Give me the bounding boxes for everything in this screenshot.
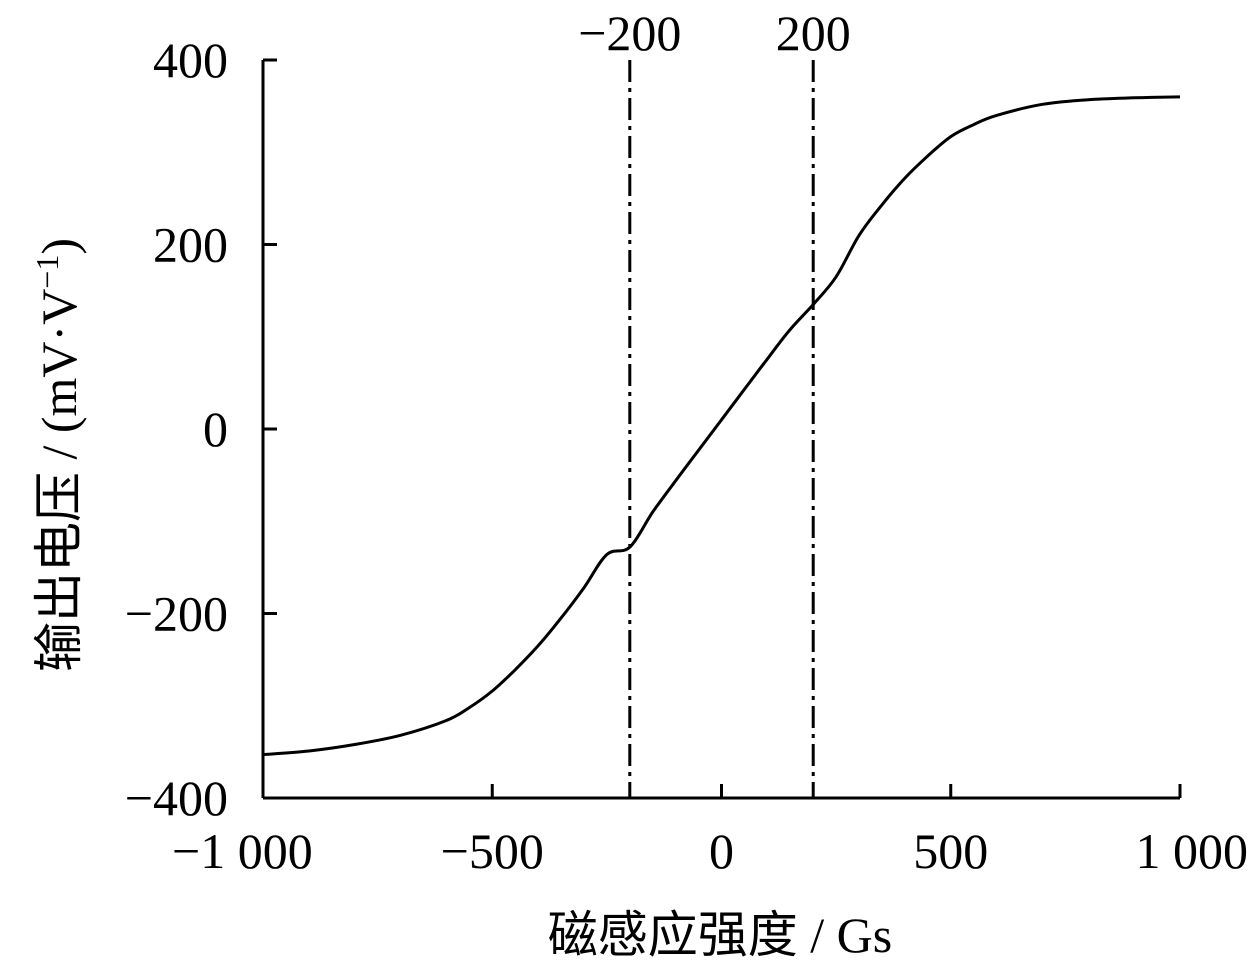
- y-tick-label: −400: [125, 770, 228, 826]
- x-tick-label: 0: [709, 823, 734, 879]
- reference-line-label: −200: [578, 5, 681, 61]
- y-tick-label: −200: [125, 586, 228, 642]
- reference-lines: [628, 60, 815, 798]
- x-tick-label: 1 000: [1136, 823, 1249, 879]
- y-axis-title-main: 输出电压 / (mV·V: [31, 289, 87, 672]
- x-tick-label: −1 000: [172, 823, 313, 879]
- y-axis-title-superscript: −1: [29, 255, 65, 289]
- y-tick-label: 200: [153, 217, 228, 273]
- y-tick-label: 400: [153, 32, 228, 88]
- y-axis-title: 输出电压 / (mV·V−1): [29, 238, 87, 672]
- x-axis-title: 磁感应强度 / Gs: [548, 907, 892, 963]
- x-tick-label: 500: [913, 823, 988, 879]
- series-group: [262, 95, 1181, 757]
- labels-group: −400 −200 0 200 400 −1 000 −500 0 500 1 000 −200 20…: [29, 5, 1248, 963]
- reference-line-label: 200: [776, 5, 851, 61]
- x-tick-label: −500: [441, 823, 544, 879]
- y-tick-label: 0: [203, 401, 228, 457]
- y-axis-title-close: ): [31, 238, 87, 255]
- series-line: [262, 95, 1181, 757]
- axes: [261, 58, 1182, 800]
